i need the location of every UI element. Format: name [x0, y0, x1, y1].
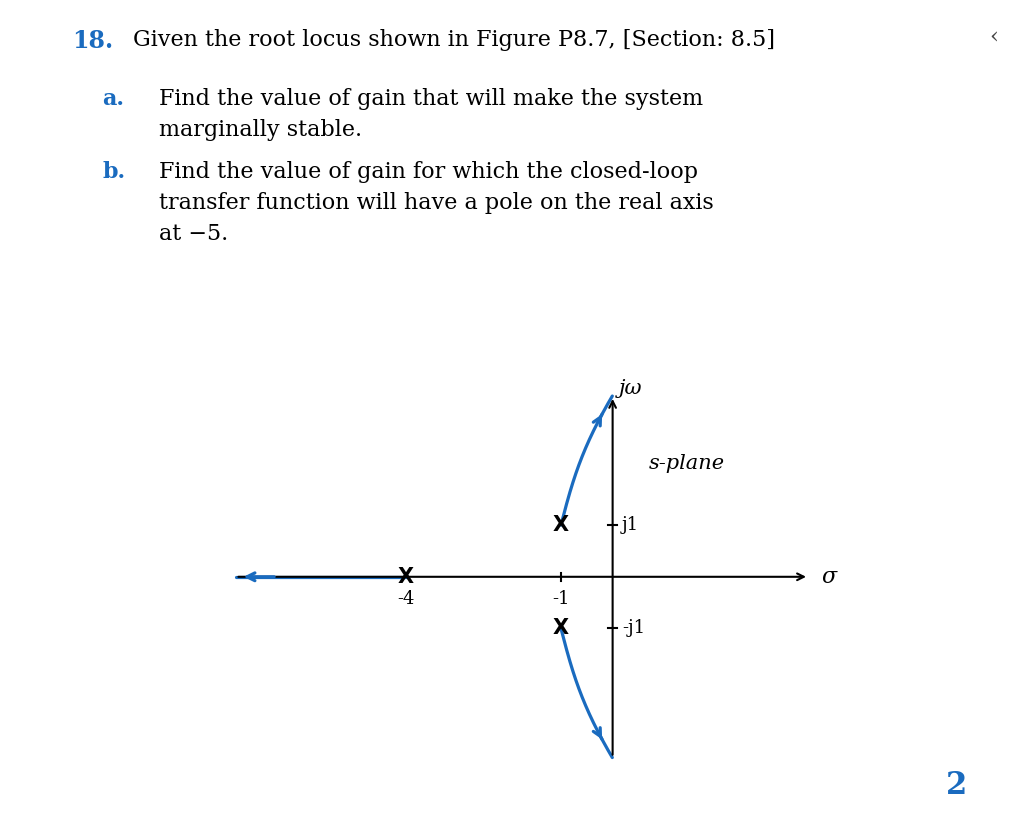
Text: X: X	[553, 619, 569, 639]
Text: ‹: ‹	[989, 26, 998, 49]
Text: transfer function will have a pole on the real axis: transfer function will have a pole on th…	[159, 192, 714, 214]
Text: Find the value of gain that will make the system: Find the value of gain that will make th…	[159, 88, 702, 110]
Text: -1: -1	[552, 590, 569, 608]
Text: 2: 2	[946, 770, 968, 801]
Text: j1: j1	[622, 516, 639, 534]
Text: marginally stable.: marginally stable.	[159, 119, 361, 142]
Text: Find the value of gain for which the closed-loop: Find the value of gain for which the clo…	[159, 161, 697, 183]
Text: σ: σ	[822, 566, 837, 588]
Text: X: X	[398, 567, 414, 587]
Text: b.: b.	[102, 161, 126, 183]
Text: Given the root locus shown in Figure P8.7, [Section: 8.5]: Given the root locus shown in Figure P8.…	[133, 29, 775, 51]
Text: a.: a.	[102, 88, 124, 110]
Text: -j1: -j1	[622, 620, 645, 638]
Text: -4: -4	[397, 590, 415, 608]
Text: X: X	[553, 515, 569, 535]
Text: 18.: 18.	[72, 29, 113, 53]
Text: s-plane: s-plane	[649, 454, 725, 473]
Text: jω: jω	[618, 379, 642, 398]
Text: at −5.: at −5.	[159, 223, 228, 246]
